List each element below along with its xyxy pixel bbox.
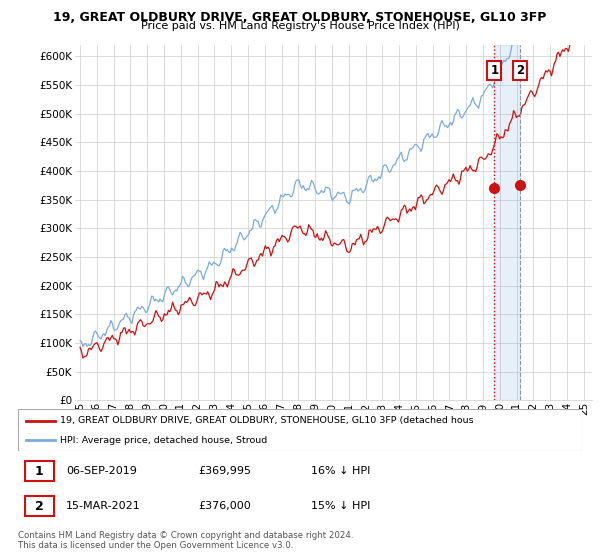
Text: 2: 2 xyxy=(35,500,44,512)
Text: Price paid vs. HM Land Registry's House Price Index (HPI): Price paid vs. HM Land Registry's House … xyxy=(140,21,460,31)
Text: 15% ↓ HPI: 15% ↓ HPI xyxy=(311,501,371,511)
Text: 1: 1 xyxy=(490,64,499,77)
Text: £376,000: £376,000 xyxy=(199,501,251,511)
Bar xyxy=(494,45,520,400)
Text: 2: 2 xyxy=(516,64,524,77)
Text: 15-MAR-2021: 15-MAR-2021 xyxy=(66,501,140,511)
Text: 19, GREAT OLDBURY DRIVE, GREAT OLDBURY, STONEHOUSE, GL10 3FP: 19, GREAT OLDBURY DRIVE, GREAT OLDBURY, … xyxy=(53,11,547,24)
Text: Contains HM Land Registry data © Crown copyright and database right 2024.
This d: Contains HM Land Registry data © Crown c… xyxy=(18,531,353,550)
Text: 19, GREAT OLDBURY DRIVE, GREAT OLDBURY, STONEHOUSE, GL10 3FP (detached hous: 19, GREAT OLDBURY DRIVE, GREAT OLDBURY, … xyxy=(60,416,474,425)
Text: 1: 1 xyxy=(35,465,44,478)
Text: HPI: Average price, detached house, Stroud: HPI: Average price, detached house, Stro… xyxy=(60,436,268,445)
Text: £369,995: £369,995 xyxy=(199,466,251,476)
Text: 06-SEP-2019: 06-SEP-2019 xyxy=(66,466,137,476)
Bar xyxy=(25,461,54,481)
Bar xyxy=(25,496,54,516)
Text: 16% ↓ HPI: 16% ↓ HPI xyxy=(311,466,371,476)
